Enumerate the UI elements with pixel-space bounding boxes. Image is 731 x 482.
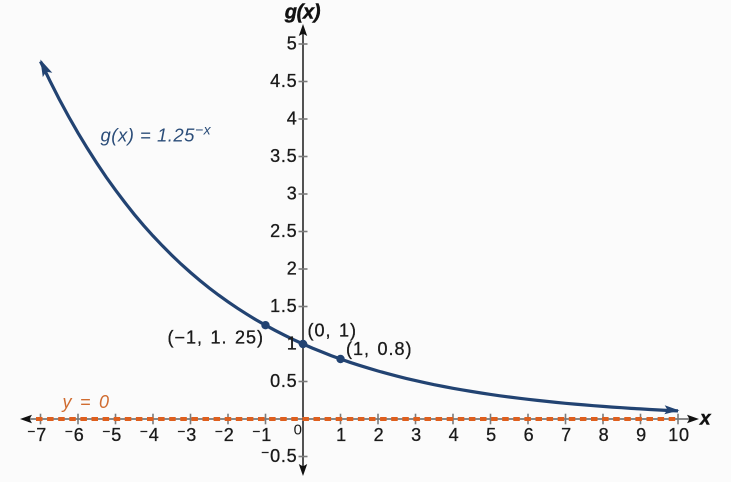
svg-text:4: 4 [449,425,460,445]
svg-text:(0, 1): (0, 1) [308,321,358,341]
svg-text:x: x [699,408,712,429]
svg-text:5: 5 [287,34,298,54]
svg-text:0.5: 0.5 [270,371,297,391]
svg-text:3: 3 [287,184,298,204]
svg-text:4: 4 [287,109,298,129]
svg-text:1: 1 [287,334,298,354]
svg-text:−5: −5 [103,424,123,445]
svg-text:8: 8 [599,425,610,445]
svg-text:3.5: 3.5 [270,146,297,166]
svg-text:5: 5 [486,425,497,445]
svg-text:−0.5: −0.5 [261,445,297,466]
svg-text:−6: −6 [65,424,85,445]
svg-text:g(x) = 1.25−x: g(x) = 1.25−x [101,122,212,146]
svg-text:1.5: 1.5 [270,296,297,316]
svg-text:6: 6 [524,425,535,445]
svg-text:−2: −2 [215,424,235,445]
svg-text:7: 7 [561,425,572,445]
svg-text:4.5: 4.5 [270,71,297,91]
svg-text:2: 2 [374,425,385,445]
svg-text:1: 1 [336,425,347,445]
svg-text:(1, 0.8): (1, 0.8) [346,339,413,359]
svg-text:−4: −4 [140,424,160,445]
svg-text:g(x): g(x) [284,2,321,24]
svg-text:2: 2 [287,259,298,279]
svg-text:−3: −3 [178,424,198,445]
svg-text:−1: −1 [253,424,273,445]
svg-text:−7: −7 [28,424,48,445]
svg-text:9: 9 [636,425,647,445]
svg-text:y = 0: y = 0 [61,392,111,412]
svg-text:2.5: 2.5 [270,221,297,241]
svg-text:3: 3 [411,425,422,445]
svg-text:10: 10 [668,425,690,445]
svg-text:(−1, 1. 25): (−1, 1. 25) [167,328,264,348]
svg-text:0: 0 [294,421,302,438]
